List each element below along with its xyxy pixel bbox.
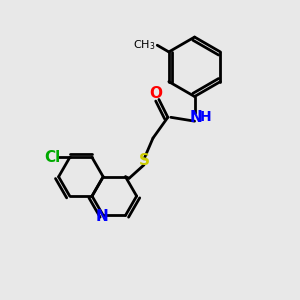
Text: Cl: Cl [44,150,60,165]
Text: CH$_3$: CH$_3$ [133,38,156,52]
Text: N: N [95,209,108,224]
Text: S: S [139,153,150,168]
Text: H: H [200,110,212,124]
Text: N: N [190,110,202,125]
Text: O: O [149,86,162,101]
